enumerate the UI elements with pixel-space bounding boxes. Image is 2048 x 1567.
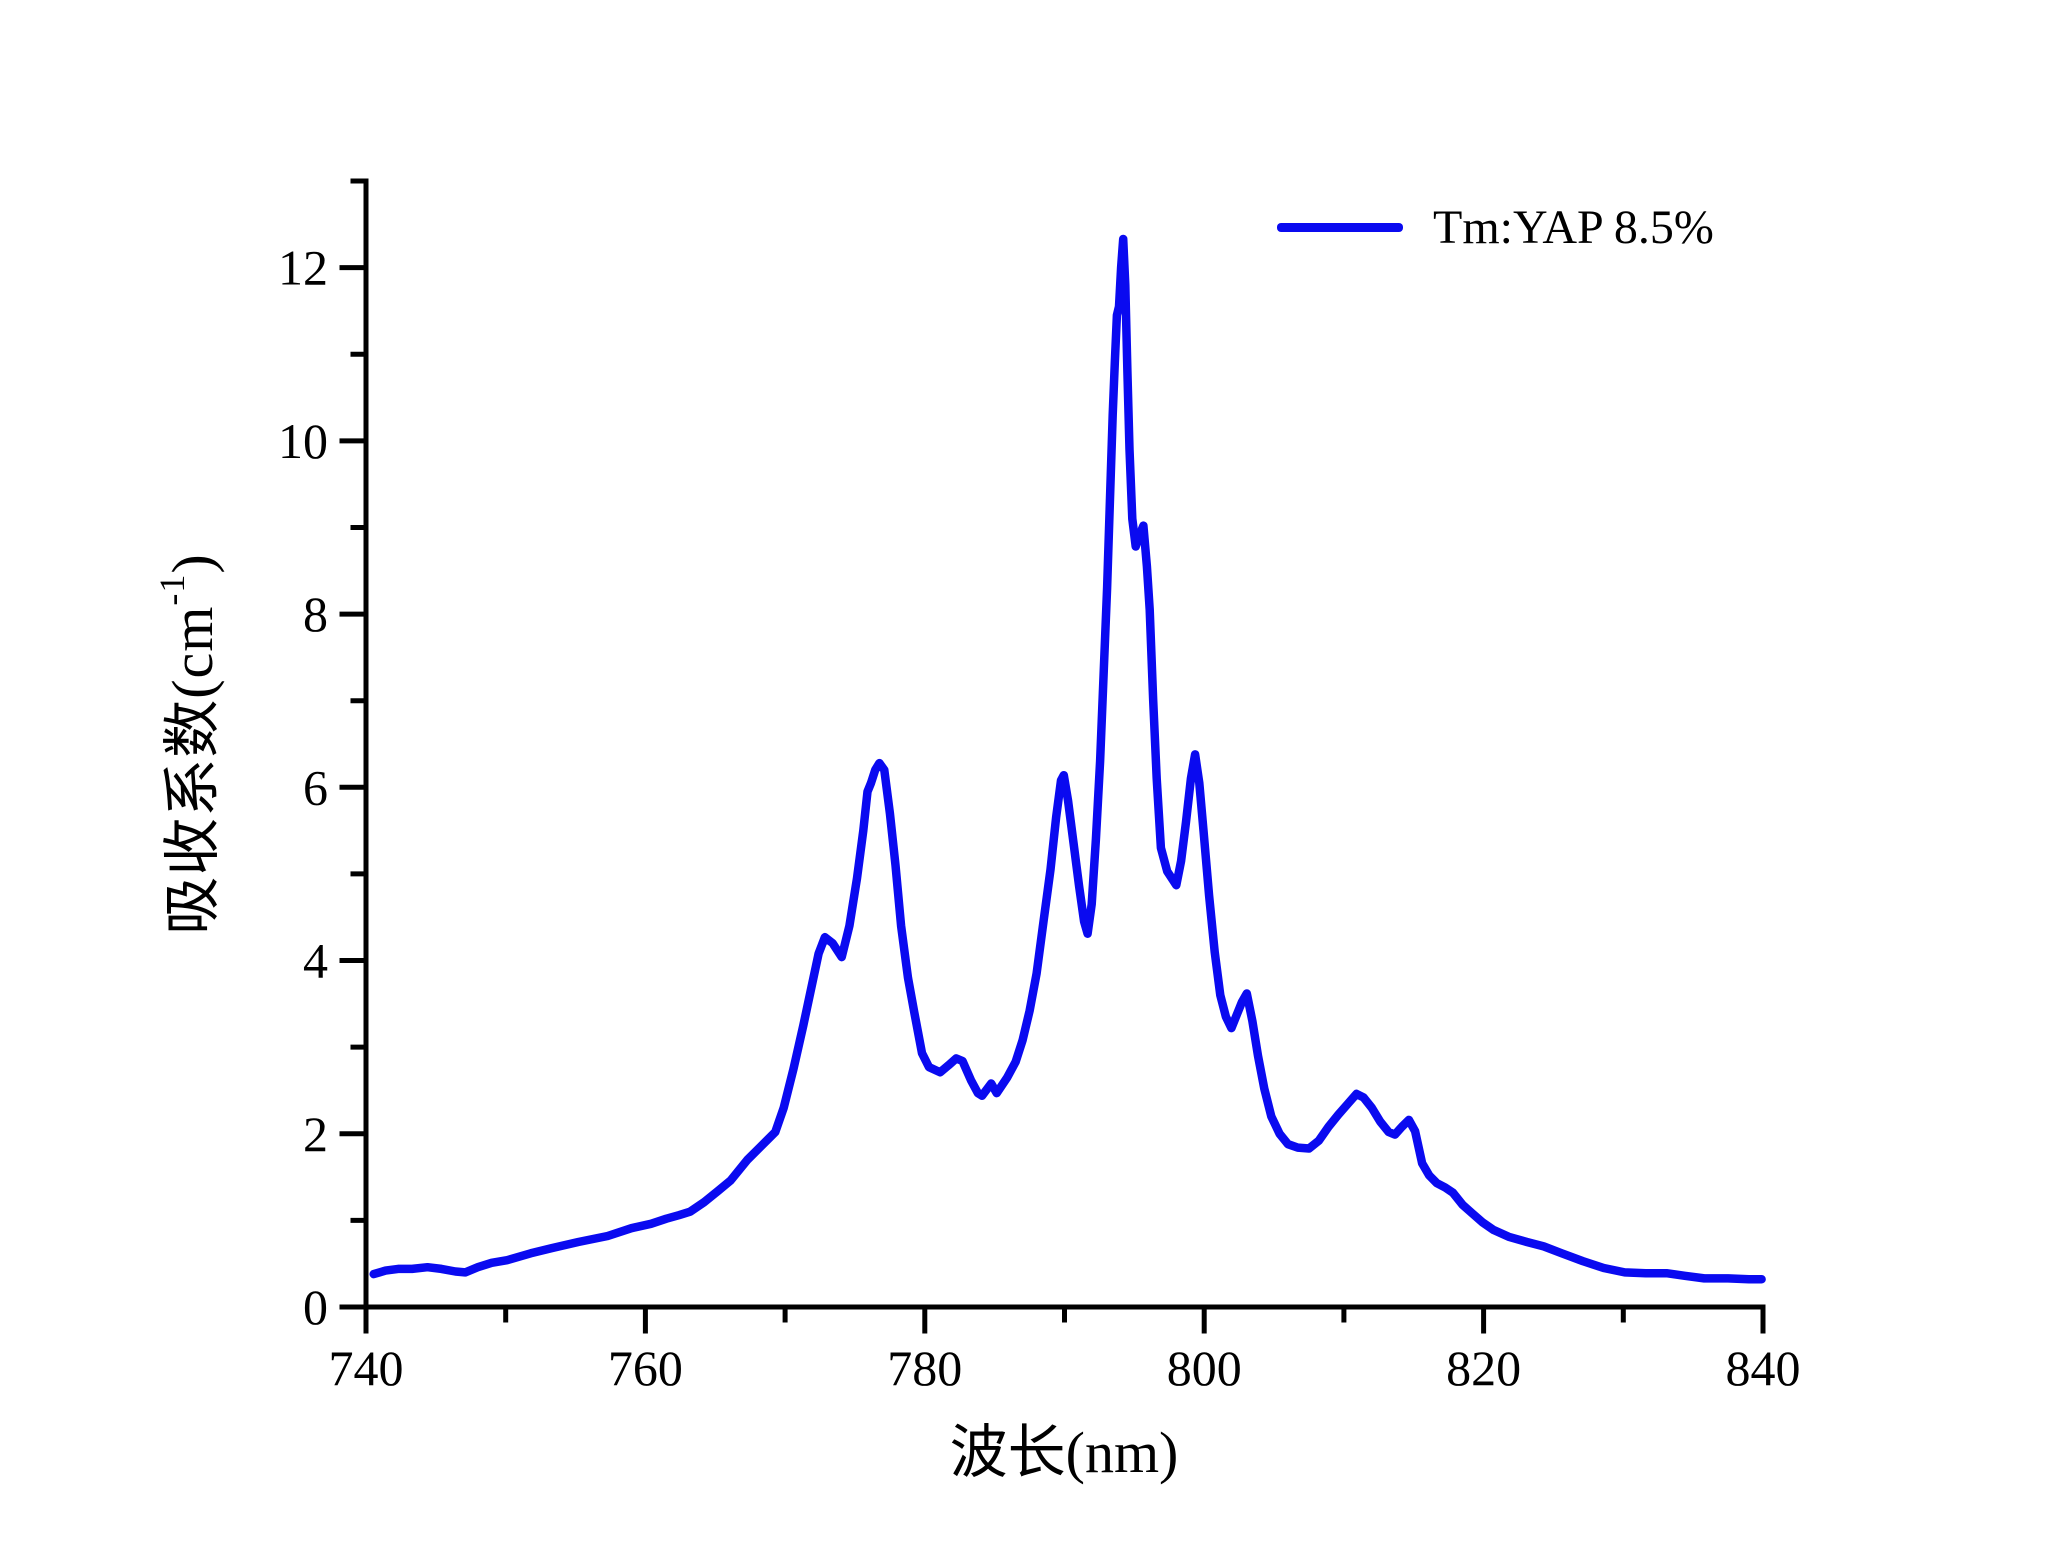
y-tick-label: 10 bbox=[278, 413, 328, 469]
y-tick-label: 4 bbox=[303, 933, 328, 989]
legend-line-swatch bbox=[1277, 222, 1403, 232]
legend-series-label: Tm:YAP 8.5% bbox=[1433, 200, 1714, 254]
x-tick-label: 780 bbox=[887, 1340, 962, 1396]
y-axis-title-text: 吸收系数(cm bbox=[160, 605, 225, 935]
y-axis-title: 吸收系数(cm-1) bbox=[145, 553, 229, 935]
y-tick-label: 8 bbox=[303, 586, 328, 642]
x-tick-label: 740 bbox=[329, 1340, 404, 1396]
y-tick-label: 6 bbox=[303, 759, 328, 815]
y-axis-title-close-paren: ) bbox=[160, 553, 225, 574]
tick-labels: 740 760 780 800 820 840 0 2 4 6 8 10 12 bbox=[278, 240, 1801, 1396]
x-axis-title: 波长(nm) bbox=[949, 1420, 1179, 1485]
y-tick-label: 12 bbox=[278, 240, 328, 296]
y-tick-label: 0 bbox=[303, 1279, 328, 1335]
x-tick-label: 840 bbox=[1726, 1340, 1801, 1396]
y-axis-title-exponent: -1 bbox=[152, 573, 192, 606]
axis-spines bbox=[363, 178, 1766, 1310]
y-tick-label: 2 bbox=[303, 1106, 328, 1162]
x-tick-label: 820 bbox=[1446, 1340, 1521, 1396]
x-tick-label: 800 bbox=[1167, 1340, 1242, 1396]
legend: Tm:YAP 8.5% bbox=[1277, 196, 1714, 258]
axes bbox=[339, 178, 1766, 1334]
spectrum-curve bbox=[369, 234, 1766, 1284]
x-tick-label: 760 bbox=[608, 1340, 683, 1396]
